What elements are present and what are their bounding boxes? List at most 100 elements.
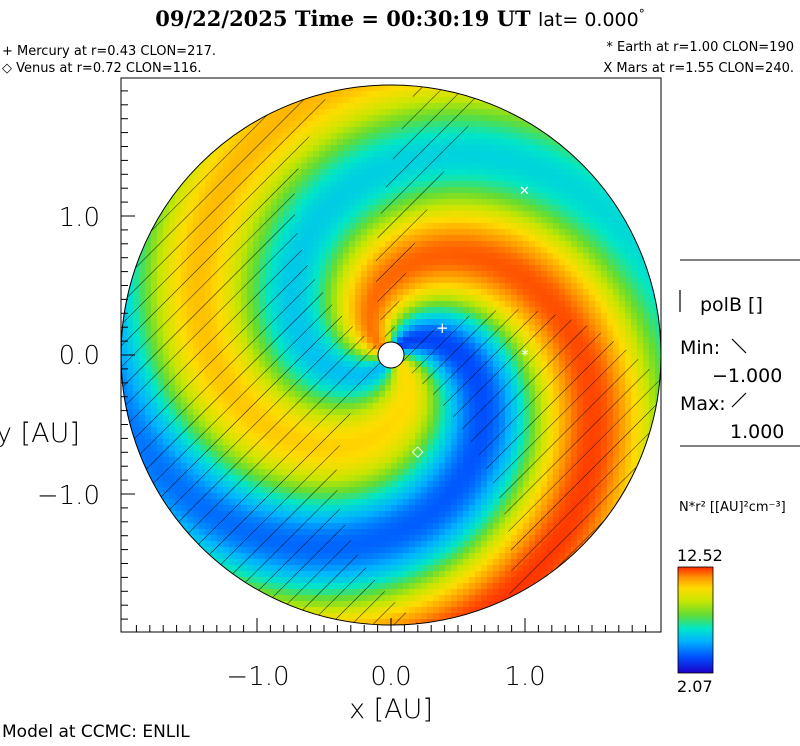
heatmap-cell — [367, 301, 374, 308]
heatmap-cell — [379, 181, 386, 188]
heatmap-cell — [505, 247, 512, 254]
heatmap-cell — [409, 421, 416, 428]
heatmap-cell — [571, 235, 578, 242]
heatmap-cell — [427, 313, 434, 320]
heatmap-cell — [547, 289, 554, 296]
heatmap-cell — [433, 271, 440, 278]
heatmap-cell — [517, 271, 524, 278]
heatmap-cell — [481, 109, 488, 116]
legend-mercury: + Mercury at r=0.43 CLON=217. — [2, 44, 217, 59]
heatmap-cell — [415, 415, 422, 422]
heatmap-cell — [439, 259, 446, 266]
heatmap-cell — [499, 169, 506, 176]
heatmap-cell — [355, 121, 362, 128]
heatmap-cell — [313, 205, 320, 212]
heatmap-cell — [613, 229, 620, 236]
heatmap-cell — [379, 409, 386, 416]
heatmap-cell — [379, 151, 386, 158]
heatmap-cell — [451, 217, 458, 224]
heatmap-cell — [361, 271, 368, 278]
title-latitude: lat= 0.000 — [537, 9, 639, 31]
heatmap-cell — [349, 181, 356, 188]
heatmap-cell — [469, 289, 476, 296]
heatmap-cell — [373, 133, 380, 140]
heatmap-cell — [319, 283, 326, 290]
heatmap-cell — [535, 277, 542, 284]
heatmap-cell — [589, 193, 596, 200]
heatmap-cell — [343, 463, 350, 470]
heatmap-cell — [505, 103, 512, 110]
heatmap-cell — [505, 271, 512, 278]
heatmap-cell — [463, 157, 470, 164]
heatmap-cell — [505, 235, 512, 242]
heatmap-cell — [571, 223, 578, 230]
heatmap-cell — [373, 175, 380, 182]
heatmap-cell — [469, 271, 476, 278]
heatmap-cell — [589, 211, 596, 218]
heatmap-cell — [583, 169, 590, 176]
heatmap-cell — [613, 313, 620, 320]
heatmap-cell — [439, 277, 446, 284]
heatmap-cell — [475, 121, 482, 128]
heatmap-cell — [337, 451, 344, 458]
heatmap-cell — [379, 91, 386, 98]
heatmap-cell — [367, 259, 374, 266]
heatmap-cell — [379, 415, 386, 422]
heatmap-cell — [541, 283, 548, 290]
heatmap-cell — [469, 241, 476, 248]
heatmap-cell — [499, 259, 506, 266]
heatmap-cell — [439, 457, 446, 464]
heatmap-cell — [355, 91, 362, 98]
heatmap-cell — [355, 439, 362, 446]
heatmap-cell — [355, 253, 362, 260]
heatmap-cell — [439, 229, 446, 236]
heatmap-cell — [373, 217, 380, 224]
heatmap-cell — [625, 265, 632, 272]
heatmap-cell — [457, 175, 464, 182]
heatmap-cell — [481, 205, 488, 212]
heatmap-cell — [631, 307, 638, 314]
heatmap-cell — [367, 433, 374, 440]
heatmap-cell — [367, 205, 374, 212]
heatmap-cell — [373, 331, 380, 338]
heatmap-cell — [415, 397, 422, 404]
heatmap-cell — [577, 229, 584, 236]
heatmap-cell — [565, 295, 572, 302]
heatmap-cell — [385, 379, 392, 386]
heatmap-cell — [409, 283, 416, 290]
heatmap-cell — [301, 169, 308, 176]
heatmap-cell — [463, 277, 470, 284]
heatmap-cell — [355, 415, 362, 422]
heatmap-cell — [349, 91, 356, 98]
heatmap-cell — [427, 415, 434, 422]
heatmap-cell — [367, 241, 374, 248]
heatmap-cell — [457, 283, 464, 290]
heatmap-cell — [643, 319, 650, 326]
heatmap-cell — [505, 139, 512, 146]
heatmap-cell — [361, 409, 368, 416]
heatmap-cell — [553, 247, 560, 254]
heatmap-cell — [571, 307, 578, 314]
heatmap-cell — [493, 115, 500, 122]
heatmap-cell — [523, 205, 530, 212]
heatmap-cell — [169, 187, 176, 194]
heatmap-cell — [595, 325, 602, 332]
heatmap-cell — [367, 253, 374, 260]
heatmap-cell — [397, 421, 404, 428]
heatmap-cell — [367, 157, 374, 164]
heatmap-cell — [469, 223, 476, 230]
heatmap-cell — [559, 301, 566, 308]
heatmap-cell — [421, 259, 428, 266]
heatmap-cell — [307, 253, 314, 260]
heatmap-cell — [427, 451, 434, 458]
heatmap-cell — [379, 169, 386, 176]
heatmap-cell — [613, 307, 620, 314]
heatmap-cell — [559, 145, 566, 152]
heatmap-cell — [391, 397, 398, 404]
heatmap-cell — [409, 451, 416, 458]
heatmap-cell — [589, 301, 596, 308]
heatmap-cell — [541, 259, 548, 266]
heatmap-cell — [547, 217, 554, 224]
heatmap-cell — [481, 103, 488, 110]
heatmap-cell — [655, 337, 661, 344]
